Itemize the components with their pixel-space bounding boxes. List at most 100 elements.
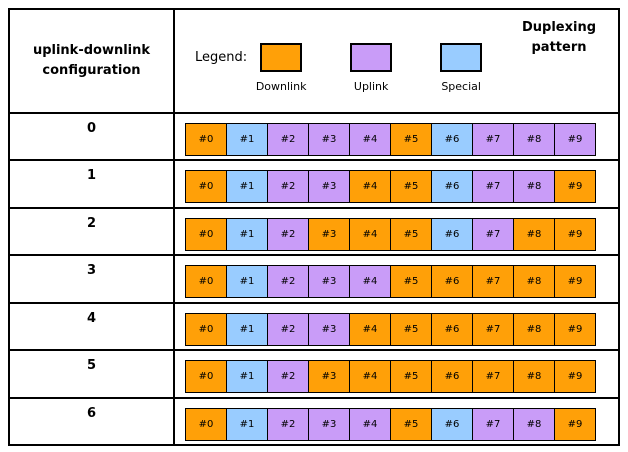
subframe-9-downlink: #9	[554, 170, 596, 204]
pattern-column-header-cell: Duplexing pattern Legend: Downlink Uplin…	[175, 10, 618, 112]
subframe-strip: #0 #1 #2 #3 #4 #5 #6 #7 #8 #9	[185, 407, 596, 441]
legend-items: Downlink Uplink Special	[256, 43, 530, 93]
subframe-3-uplink: #3	[308, 170, 350, 204]
config-column-header-cell: uplink-downlink configuration	[10, 10, 175, 112]
configuration-row-3: 3 #0 #1 #2 #3 #4 #5 #6 #7 #8 #9	[10, 254, 618, 302]
subframe-1-special: #1	[226, 312, 268, 346]
subframe-4-downlink: #4	[349, 217, 391, 251]
subframe-0-downlink: #0	[185, 312, 227, 346]
subframe-9-downlink: #9	[554, 217, 596, 251]
subframe-strip: #0 #1 #2 #3 #4 #5 #6 #7 #8 #9	[185, 312, 596, 346]
subframe-0-downlink: #0	[185, 407, 227, 441]
subframe-3-uplink: #3	[308, 123, 350, 156]
subframe-6-special: #6	[431, 170, 473, 204]
subframe-2-uplink: #2	[267, 265, 309, 299]
configuration-row-1: 1 #0 #1 #2 #3 #4 #5 #6 #7 #8 #9	[10, 159, 618, 207]
subframe-4-downlink: #4	[349, 170, 391, 204]
subframe-5-downlink: #5	[390, 217, 432, 251]
config-number: 2	[10, 208, 175, 255]
subframe-4-downlink: #4	[349, 360, 391, 394]
subframe-0-downlink: #0	[185, 170, 227, 204]
subframe-9-downlink: #9	[554, 407, 596, 441]
subframe-6-special: #6	[431, 407, 473, 441]
subframe-3-downlink: #3	[308, 360, 350, 394]
subframe-6-downlink: #6	[431, 360, 473, 394]
config-number: 5	[10, 351, 175, 397]
legend-item-label: Downlink	[255, 80, 307, 93]
subframe-strip: #0 #1 #2 #3 #4 #5 #6 #7 #8 #9	[185, 170, 596, 204]
subframe-1-special: #1	[226, 407, 268, 441]
subframe-2-uplink: #2	[267, 360, 309, 394]
duplexing-pattern-cell: #0 #1 #2 #3 #4 #5 #6 #7 #8 #9	[175, 209, 618, 254]
configuration-table: uplink-downlink configuration Duplexing …	[8, 8, 620, 446]
configuration-row-5: 5 #0 #1 #2 #3 #4 #5 #6 #7 #8 #9	[10, 349, 618, 397]
subframe-strip: #0 #1 #2 #3 #4 #5 #6 #7 #8 #9	[185, 360, 596, 394]
subframe-0-downlink: #0	[185, 265, 227, 299]
subframe-0-downlink: #0	[185, 123, 227, 156]
configuration-rows: 0 #0 #1 #2 #3 #4 #5 #6 #7 #8 #9 1 #0 #1 #2 #3 #4 #5 #6 #…	[10, 112, 618, 444]
subframe-4-uplink: #4	[349, 265, 391, 299]
configuration-row-2: 2 #0 #1 #2 #3 #4 #5 #6 #7 #8 #9	[10, 206, 618, 255]
downlink-swatch	[260, 43, 303, 72]
subframe-2-uplink: #2	[267, 170, 309, 204]
subframe-2-uplink: #2	[267, 407, 309, 441]
subframe-6-special: #6	[431, 123, 473, 156]
subframe-1-special: #1	[226, 170, 268, 204]
config-column-title: uplink-downlink configuration	[32, 42, 151, 78]
subframe-0-downlink: #0	[185, 360, 227, 394]
subframe-6-downlink: #6	[431, 312, 473, 346]
legend-item-downlink: Downlink	[256, 43, 306, 93]
subframe-4-uplink: #4	[349, 407, 391, 441]
subframe-2-uplink: #2	[267, 123, 309, 156]
subframe-7-uplink: #7	[472, 123, 514, 156]
subframe-9-downlink: #9	[554, 312, 596, 346]
config-number: 6	[10, 398, 175, 444]
special-swatch	[440, 43, 483, 72]
subframe-5-downlink: #5	[390, 407, 432, 441]
subframe-9-uplink: #9	[554, 123, 596, 156]
legend-item-label: Special	[441, 80, 481, 93]
subframe-strip: #0 #1 #2 #3 #4 #5 #6 #7 #8 #9	[185, 123, 596, 156]
subframe-7-downlink: #7	[472, 265, 514, 299]
config-number: 0	[10, 114, 175, 160]
subframe-4-downlink: #4	[349, 312, 391, 346]
subframe-6-downlink: #6	[431, 265, 473, 299]
legend-caption: Legend:	[195, 50, 248, 65]
duplexing-pattern-cell: #0 #1 #2 #3 #4 #5 #6 #7 #8 #9	[175, 399, 618, 444]
subframe-1-special: #1	[226, 360, 268, 394]
table-header-row: uplink-downlink configuration Duplexing …	[10, 10, 618, 112]
subframe-2-uplink: #2	[267, 312, 309, 346]
subframe-0-downlink: #0	[185, 217, 227, 251]
duplexing-pattern-cell: #0 #1 #2 #3 #4 #5 #6 #7 #8 #9	[175, 256, 618, 301]
configuration-row-0: 0 #0 #1 #2 #3 #4 #5 #6 #7 #8 #9	[10, 112, 618, 160]
subframe-5-downlink: #5	[390, 123, 432, 156]
subframe-8-downlink: #8	[513, 312, 555, 346]
subframe-6-special: #6	[431, 217, 473, 251]
subframe-8-uplink: #8	[513, 407, 555, 441]
subframe-5-downlink: #5	[390, 170, 432, 204]
subframe-4-uplink: #4	[349, 123, 391, 156]
subframe-8-downlink: #8	[513, 265, 555, 299]
subframe-2-uplink: #2	[267, 217, 309, 251]
subframe-5-downlink: #5	[390, 312, 432, 346]
configuration-row-4: 4 #0 #1 #2 #3 #4 #5 #6 #7 #8 #9	[10, 301, 618, 350]
subframe-8-downlink: #8	[513, 217, 555, 251]
subframe-strip: #0 #1 #2 #3 #4 #5 #6 #7 #8 #9	[185, 217, 596, 251]
subframe-3-uplink: #3	[308, 312, 350, 346]
legend: Legend: Downlink Uplink Special	[195, 43, 530, 93]
subframe-8-downlink: #8	[513, 360, 555, 394]
configuration-row-6: 6 #0 #1 #2 #3 #4 #5 #6 #7 #8 #9	[10, 396, 618, 444]
subframe-8-uplink: #8	[513, 170, 555, 204]
duplexing-pattern-title: Duplexing pattern	[521, 20, 597, 55]
legend-item-label: Uplink	[353, 80, 389, 93]
subframe-1-special: #1	[226, 123, 268, 156]
subframe-3-downlink: #3	[308, 217, 350, 251]
legend-item-uplink: Uplink	[350, 43, 393, 93]
subframe-1-special: #1	[226, 217, 268, 251]
config-number: 3	[10, 256, 175, 302]
config-number: 1	[10, 161, 175, 207]
subframe-7-uplink: #7	[472, 407, 514, 441]
subframe-strip: #0 #1 #2 #3 #4 #5 #6 #7 #8 #9	[185, 265, 596, 299]
subframe-3-uplink: #3	[308, 407, 350, 441]
subframe-1-special: #1	[226, 265, 268, 299]
